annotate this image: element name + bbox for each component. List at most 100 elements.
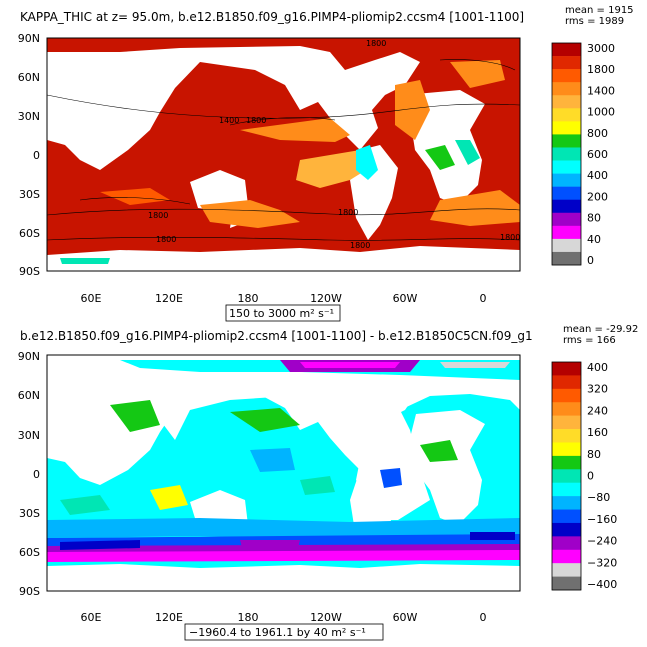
top-ytick-label: 30S (19, 188, 40, 201)
colorbar-label: −400 (587, 578, 617, 591)
colorbar-swatch (552, 388, 581, 403)
top-plot-frame (46, 37, 521, 272)
colorbar-swatch (552, 455, 581, 470)
colorbar-swatch (552, 134, 581, 148)
colorbar-swatch (552, 121, 581, 135)
colorbar-frame (551, 42, 582, 266)
bottom-xtick-label: 60W (393, 611, 418, 624)
top-xtick-label: 60W (393, 292, 418, 305)
top-xtick-label: 60E (81, 292, 102, 305)
top-units-box (225, 304, 341, 322)
colorbar-swatch (552, 251, 581, 266)
bottom-xtick-label: 0 (480, 611, 487, 624)
top-land-africa (410, 90, 485, 205)
bottom-ytick-label: 60N (18, 389, 40, 402)
bottom-panel: b.e12.B1850.f09_g16.PIMP4-pliomip2.ccsm4… (18, 324, 638, 641)
colorbar-label: 1000 (587, 106, 615, 119)
colorbar-swatch (552, 429, 581, 443)
bottom-ytick-label: 90N (18, 350, 40, 363)
colorbar-label: 1400 (587, 84, 615, 97)
top-stat-mean: mean = 1915 (565, 5, 634, 16)
colorbar-swatch (552, 212, 581, 227)
bottom-ytick-label: 30N (18, 429, 40, 442)
bottom-x-axis: 60E 120E 180 120W 60W 0 (81, 611, 487, 624)
colorbar-label: −240 (587, 535, 617, 548)
bottom-xtick-label: 120E (155, 611, 183, 624)
top-xtick-label: 180 (238, 292, 259, 305)
colorbar-label: 40 (587, 233, 601, 246)
bottom-land-antarctica (47, 564, 520, 591)
top-xtick-label: 0 (480, 292, 487, 305)
colorbar-swatch (552, 95, 581, 109)
colorbar-swatch (552, 563, 581, 577)
bottom-ytick-label: 30S (19, 507, 40, 520)
colorbar-swatch (552, 43, 581, 57)
colorbar-swatch (552, 536, 581, 551)
colorbar-swatch (552, 375, 581, 390)
top-ytick-label: 60S (19, 227, 40, 240)
bottom-units-box (184, 623, 384, 641)
colorbar-label: −320 (587, 556, 617, 569)
colorbar-swatch (552, 442, 581, 457)
colorbar-swatch (552, 482, 581, 497)
top-xtick-label: 120E (155, 292, 183, 305)
colorbar-swatch (552, 415, 581, 430)
colorbar-label: 0 (587, 254, 594, 267)
colorbar-swatch (552, 362, 581, 376)
colorbar-frame (551, 361, 582, 591)
bottom-ytick-label: 60S (19, 546, 40, 559)
colorbar-swatch (552, 56, 581, 70)
top-ytick-label: 0 (33, 149, 40, 162)
colorbar-swatch (552, 509, 581, 524)
colorbar-swatch (552, 82, 581, 96)
colorbar-label: −80 (587, 491, 610, 504)
colorbar-swatch (552, 186, 581, 201)
colorbar-swatch (552, 496, 581, 510)
bottom-map-field (47, 355, 520, 591)
top-land-antarctica (47, 246, 520, 271)
bottom-xtick-label: 180 (238, 611, 259, 624)
colorbar-label: 800 (587, 127, 608, 140)
top-ytick-label: 30N (18, 110, 40, 123)
colorbar-label: 600 (587, 148, 608, 161)
bottom-ytick-label: 0 (33, 468, 40, 481)
top-land-australia (190, 170, 248, 212)
colorbar-swatch (552, 225, 581, 240)
bottom-ytick-label: 90S (19, 585, 40, 598)
colorbar-swatch (552, 576, 581, 591)
top-ytick-label: 90S (19, 265, 40, 278)
top-contour-label: 1800 (338, 208, 358, 217)
colorbar-swatch (552, 69, 581, 83)
top-contour-label: 1800 (156, 235, 176, 244)
colorbar-swatch (552, 238, 581, 253)
colorbar-swatch (552, 173, 581, 187)
top-title: KAPPA_THIC at z= 95.0m, b.e12.B1850.f09_… (20, 10, 524, 24)
colorbar-label: 400 (587, 169, 608, 182)
colorbar-swatch (552, 108, 581, 122)
colorbar-swatch (552, 160, 581, 174)
colorbar-label: 0 (587, 470, 594, 483)
bottom-title: b.e12.B1850.f09_g16.PIMP4-pliomip2.ccsm4… (20, 329, 533, 343)
top-contour-label: 1400 (219, 116, 239, 125)
top-xtick-label: 120W (310, 292, 342, 305)
colorbar-swatch (552, 469, 581, 483)
top-contour-labels: 1800 1400 1800 1800 1800 1800 1800 1800 (148, 39, 520, 250)
colorbar-label: 1800 (587, 63, 615, 76)
top-ytick-label: 90N (18, 32, 40, 45)
top-y-axis: 90N 60N 30N 0 30S 60S 90S (18, 32, 40, 278)
bottom-colorbar: 400 320 240 160 80 0 −80 −160 −240 −320 −400 (551, 361, 617, 591)
top-x-axis: 60E 120E 180 120W 60W 0 (81, 292, 487, 305)
colorbar-label: −160 (587, 513, 617, 526)
colorbar-label: 240 (587, 404, 608, 417)
top-stat-rms: rms = 1989 (565, 16, 624, 27)
colorbar-swatch (552, 147, 581, 161)
top-land-eurasia (47, 46, 420, 170)
bottom-land-africa (410, 410, 485, 525)
colorbar-label: 3000 (587, 42, 615, 55)
bottom-plot-frame (46, 354, 521, 592)
top-map-field (47, 38, 520, 271)
top-panel: KAPPA_THIC at z= 95.0m, b.e12.B1850.f09_… (18, 5, 634, 322)
top-contour-label: 1800 (500, 233, 520, 242)
colorbar-label: 320 (587, 383, 608, 396)
